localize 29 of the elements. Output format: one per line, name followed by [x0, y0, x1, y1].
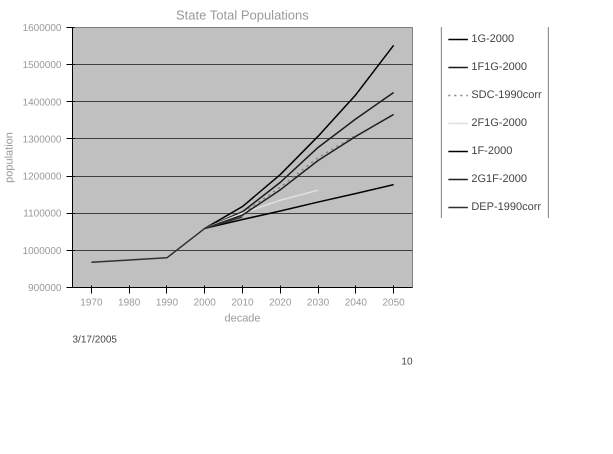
chart-title: State Total Populations — [176, 8, 310, 22]
x-tick-label: 1990 — [156, 298, 179, 308]
legend-label: 1F1G-2000 — [471, 60, 527, 72]
x-tick-label: 2020 — [269, 298, 292, 308]
text: 10 — [401, 356, 413, 368]
y-tick-label: 1000000 — [22, 246, 62, 257]
text: 3/17/2005 — [72, 334, 118, 346]
x-tick-label: 2050 — [382, 298, 406, 308]
x-tick-label: 2000 — [194, 298, 216, 308]
y-tick-label: 900000 — [28, 283, 62, 294]
x-tick-label: 1980 — [118, 298, 141, 308]
legend-label: 2F1G-2000 — [471, 116, 527, 128]
x-axis-title: decade — [224, 312, 261, 324]
x-tick-label: 1970 — [80, 298, 103, 308]
x-tick-label: 2040 — [344, 298, 368, 308]
y-tick-label: 1500000 — [22, 60, 62, 72]
x-tick-label: 2010 — [231, 298, 254, 308]
y-tick-label: 1600000 — [22, 23, 62, 34]
y-axis-title: population — [4, 132, 16, 183]
y-tick-label: 1400000 — [22, 97, 62, 108]
legend-label: 1F-2000 — [471, 144, 512, 156]
y-tick-label: 1200000 — [22, 172, 62, 183]
x-tick-label: 2030 — [306, 298, 330, 308]
y-tick-label: 1100000 — [23, 208, 62, 220]
y-tick-label: 1300000 — [22, 134, 62, 146]
legend-label: 1G-2000 — [471, 32, 514, 44]
legend-label: DEP-1990corr — [471, 200, 542, 212]
legend-label: 2G1F-2000 — [471, 172, 527, 184]
legend-label: SDC-1990corr — [471, 88, 542, 100]
